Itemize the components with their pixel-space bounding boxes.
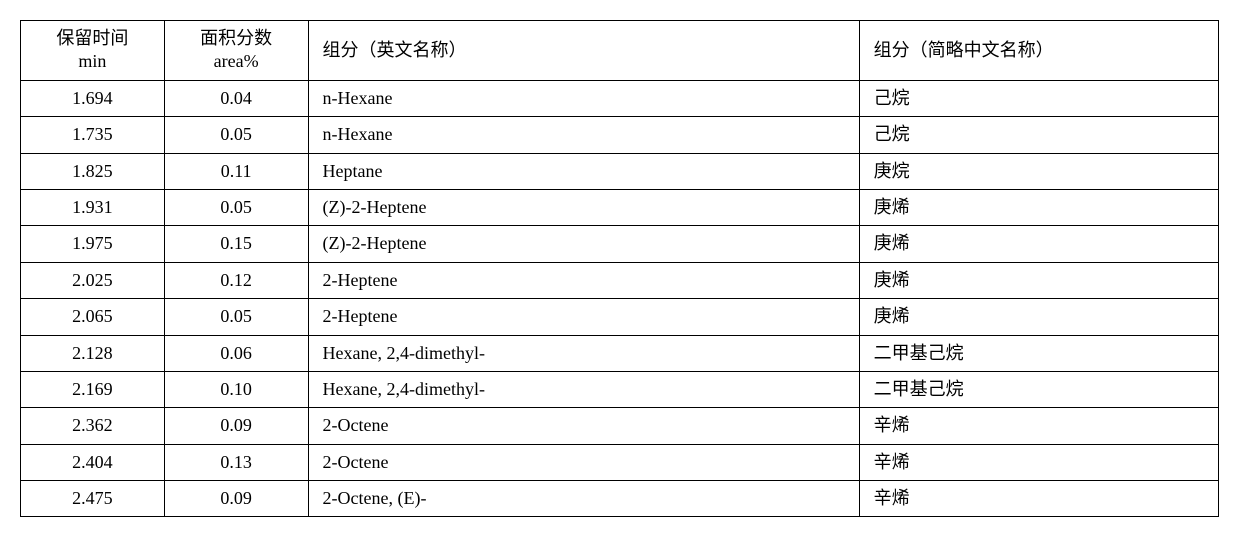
cell-retention-time: 2.128 [21, 335, 165, 371]
cell-component-cn: 二甲基己烷 [859, 371, 1218, 407]
cell-component-en: (Z)-2-Heptene [308, 226, 859, 262]
cell-retention-time: 2.362 [21, 408, 165, 444]
cell-component-cn: 庚烯 [859, 226, 1218, 262]
cell-area-percent: 0.10 [164, 371, 308, 407]
cell-component-cn: 辛烯 [859, 444, 1218, 480]
col-header-area-percent: 面积分数 area% [164, 21, 308, 81]
table-row: 2.1280.06Hexane, 2,4-dimethyl-二甲基己烷 [21, 335, 1219, 371]
col-header-component-en: 组分（英文名称） [308, 21, 859, 81]
cell-component-en: 2-Heptene [308, 262, 859, 298]
cell-component-cn: 二甲基己烷 [859, 335, 1218, 371]
table-row: 1.9310.05(Z)-2-Heptene庚烯 [21, 189, 1219, 225]
cell-component-en: 2-Heptene [308, 299, 859, 335]
cell-area-percent: 0.11 [164, 153, 308, 189]
cell-area-percent: 0.04 [164, 80, 308, 116]
table-row: 1.7350.05n-Hexane己烷 [21, 117, 1219, 153]
cell-area-percent: 0.05 [164, 189, 308, 225]
table-row: 1.9750.15(Z)-2-Heptene庚烯 [21, 226, 1219, 262]
cell-area-percent: 0.05 [164, 299, 308, 335]
cell-retention-time: 1.975 [21, 226, 165, 262]
cell-retention-time: 1.694 [21, 80, 165, 116]
header-text: 组分（英文名称） [323, 40, 467, 60]
cell-retention-time: 2.169 [21, 371, 165, 407]
cell-area-percent: 0.06 [164, 335, 308, 371]
cell-component-cn: 庚烷 [859, 153, 1218, 189]
cell-area-percent: 0.12 [164, 262, 308, 298]
col-header-retention-time: 保留时间 min [21, 21, 165, 81]
table-row: 1.6940.04n-Hexane己烷 [21, 80, 1219, 116]
cell-component-cn: 辛烯 [859, 408, 1218, 444]
cell-component-cn: 庚烯 [859, 299, 1218, 335]
cell-retention-time: 2.475 [21, 481, 165, 517]
cell-area-percent: 0.13 [164, 444, 308, 480]
cell-component-en: Hexane, 2,4-dimethyl- [308, 335, 859, 371]
cell-component-cn: 辛烯 [859, 481, 1218, 517]
table-row: 1.8250.11Heptane庚烷 [21, 153, 1219, 189]
header-subtext: min [78, 51, 106, 71]
cell-component-cn: 己烷 [859, 117, 1218, 153]
cell-component-en: 2-Octene, (E)- [308, 481, 859, 517]
header-text: 组分（简略中文名称） [874, 40, 1054, 60]
table-row: 2.4040.132-Octene辛烯 [21, 444, 1219, 480]
table-row: 2.4750.092-Octene, (E)-辛烯 [21, 481, 1219, 517]
cell-component-en: n-Hexane [308, 80, 859, 116]
header-text: 面积分数 [200, 28, 272, 48]
cell-component-en: 2-Octene [308, 408, 859, 444]
cell-area-percent: 0.09 [164, 481, 308, 517]
table-row: 2.0650.052-Heptene庚烯 [21, 299, 1219, 335]
header-subtext: area% [214, 51, 259, 71]
cell-area-percent: 0.15 [164, 226, 308, 262]
cell-component-en: (Z)-2-Heptene [308, 189, 859, 225]
chromatography-table: 保留时间 min 面积分数 area% 组分（英文名称） 组分（简略中文名称） … [20, 20, 1219, 517]
cell-component-en: Heptane [308, 153, 859, 189]
cell-component-en: Hexane, 2,4-dimethyl- [308, 371, 859, 407]
cell-retention-time: 1.825 [21, 153, 165, 189]
cell-component-en: n-Hexane [308, 117, 859, 153]
table-header-row: 保留时间 min 面积分数 area% 组分（英文名称） 组分（简略中文名称） [21, 21, 1219, 81]
table-row: 2.0250.122-Heptene庚烯 [21, 262, 1219, 298]
cell-retention-time: 2.404 [21, 444, 165, 480]
cell-area-percent: 0.09 [164, 408, 308, 444]
cell-component-cn: 己烷 [859, 80, 1218, 116]
table-body: 1.6940.04n-Hexane己烷1.7350.05n-Hexane己烷1.… [21, 80, 1219, 517]
cell-retention-time: 1.931 [21, 189, 165, 225]
cell-retention-time: 1.735 [21, 117, 165, 153]
cell-retention-time: 2.065 [21, 299, 165, 335]
col-header-component-cn: 组分（简略中文名称） [859, 21, 1218, 81]
cell-retention-time: 2.025 [21, 262, 165, 298]
header-text: 保留时间 [56, 28, 128, 48]
cell-area-percent: 0.05 [164, 117, 308, 153]
cell-component-cn: 庚烯 [859, 262, 1218, 298]
table-row: 2.1690.10Hexane, 2,4-dimethyl-二甲基己烷 [21, 371, 1219, 407]
table-row: 2.3620.092-Octene辛烯 [21, 408, 1219, 444]
cell-component-en: 2-Octene [308, 444, 859, 480]
cell-component-cn: 庚烯 [859, 189, 1218, 225]
